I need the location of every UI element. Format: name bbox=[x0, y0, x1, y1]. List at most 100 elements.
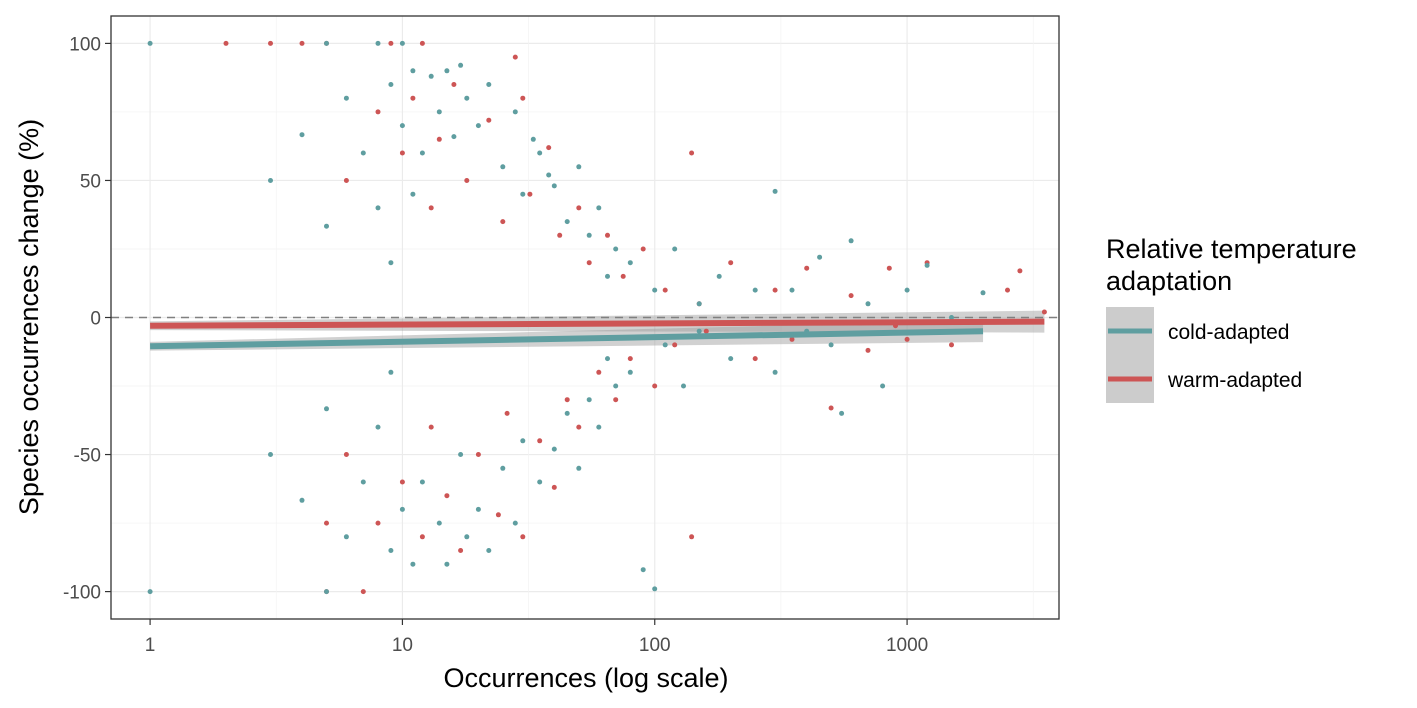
data-point-warm-adapted bbox=[375, 520, 381, 526]
data-point-warm-adapted bbox=[436, 136, 442, 142]
axis-ticks: 100 50 0 -50 -100 1 10 100 1000 bbox=[63, 34, 928, 656]
data-point-cold-adapted bbox=[752, 287, 758, 293]
data-point-warm-adapted bbox=[360, 589, 366, 595]
data-point-cold-adapted bbox=[419, 479, 425, 485]
data-point-cold-adapted bbox=[865, 301, 871, 307]
data-point-warm-adapted bbox=[546, 145, 552, 151]
data-point-warm-adapted bbox=[728, 260, 734, 266]
data-point-warm-adapted bbox=[904, 336, 910, 342]
data-point-warm-adapted bbox=[444, 493, 450, 499]
legend-title-line-1: Relative temperature bbox=[1106, 234, 1357, 264]
data-point-cold-adapted bbox=[880, 383, 886, 389]
data-point-cold-adapted bbox=[772, 369, 778, 375]
data-point-cold-adapted bbox=[399, 123, 405, 129]
data-point-warm-adapted bbox=[752, 356, 758, 362]
data-point-warm-adapted bbox=[789, 336, 795, 342]
data-point-warm-adapted bbox=[428, 424, 434, 430]
data-point-warm-adapted bbox=[419, 40, 425, 46]
data-point-warm-adapted bbox=[527, 191, 533, 197]
data-point-cold-adapted bbox=[458, 62, 464, 68]
data-point-cold-adapted bbox=[147, 589, 153, 595]
data-point-cold-adapted bbox=[360, 479, 366, 485]
data-point-cold-adapted bbox=[451, 134, 457, 140]
data-point-cold-adapted bbox=[828, 342, 834, 348]
data-point-cold-adapted bbox=[464, 95, 470, 101]
trend-line-warm-adapted bbox=[150, 318, 1045, 329]
data-point-warm-adapted bbox=[399, 150, 405, 156]
data-point-cold-adapted bbox=[681, 383, 686, 389]
data-point-cold-adapted bbox=[324, 223, 329, 229]
data-point-warm-adapted bbox=[689, 150, 695, 156]
data-point-warm-adapted bbox=[652, 383, 658, 389]
data-point-warm-adapted bbox=[475, 452, 481, 457]
data-point-warm-adapted bbox=[1017, 268, 1023, 274]
data-point-warm-adapted bbox=[949, 342, 954, 348]
trend-line-cold-adapted bbox=[150, 328, 984, 350]
data-point-cold-adapted bbox=[576, 465, 582, 471]
data-point-cold-adapted bbox=[728, 356, 734, 362]
data-point-cold-adapted bbox=[500, 465, 506, 471]
data-point-cold-adapted bbox=[613, 383, 619, 389]
data-point-cold-adapted bbox=[299, 132, 305, 138]
legend-title-line-2: adaptation bbox=[1106, 266, 1232, 296]
data-point-cold-adapted bbox=[375, 424, 381, 430]
data-point-cold-adapted bbox=[388, 548, 394, 553]
data-point-warm-adapted bbox=[640, 246, 646, 252]
data-point-warm-adapted bbox=[613, 397, 619, 403]
data-point-warm-adapted bbox=[486, 117, 492, 123]
data-point-cold-adapted bbox=[500, 164, 506, 170]
data-point-warm-adapted bbox=[551, 484, 557, 490]
data-point-cold-adapted bbox=[839, 410, 845, 416]
data-point-cold-adapted bbox=[475, 506, 481, 512]
data-point-warm-adapted bbox=[512, 54, 518, 60]
data-point-cold-adapted bbox=[564, 410, 570, 416]
y-tick-label: 100 bbox=[69, 34, 101, 55]
data-point-warm-adapted bbox=[576, 424, 582, 430]
data-point-warm-adapted bbox=[662, 287, 668, 293]
data-point-cold-adapted bbox=[410, 191, 416, 197]
data-point-cold-adapted bbox=[375, 205, 381, 211]
data-point-warm-adapted bbox=[848, 293, 854, 299]
data-point-warm-adapted bbox=[343, 178, 349, 183]
data-point-warm-adapted bbox=[576, 205, 582, 211]
data-point-warm-adapted bbox=[596, 369, 602, 375]
data-point-warm-adapted bbox=[557, 232, 563, 238]
data-point-cold-adapted bbox=[388, 369, 394, 375]
data-point-cold-adapted bbox=[324, 589, 329, 595]
data-point-cold-adapted bbox=[537, 479, 543, 485]
data-point-cold-adapted bbox=[419, 150, 425, 156]
data-point-cold-adapted bbox=[268, 178, 273, 183]
data-point-cold-adapted bbox=[949, 315, 954, 320]
data-point-warm-adapted bbox=[537, 438, 543, 444]
y-tick-label: -100 bbox=[63, 583, 101, 604]
data-point-cold-adapted bbox=[772, 188, 778, 194]
data-point-warm-adapted bbox=[703, 328, 709, 334]
data-point-cold-adapted bbox=[512, 109, 518, 115]
data-point-cold-adapted bbox=[388, 260, 394, 266]
data-point-warm-adapted bbox=[627, 356, 633, 362]
data-point-cold-adapted bbox=[613, 246, 619, 252]
data-point-cold-adapted bbox=[512, 520, 518, 526]
data-point-cold-adapted bbox=[530, 136, 536, 142]
y-tick-label: 0 bbox=[90, 309, 101, 330]
data-point-cold-adapted bbox=[596, 424, 602, 430]
y-axis-title: Species occurrences change (%) bbox=[14, 119, 44, 515]
data-point-warm-adapted bbox=[689, 534, 695, 540]
x-tick-label: 10 bbox=[392, 635, 413, 656]
data-point-cold-adapted bbox=[551, 446, 557, 452]
data-point-cold-adapted bbox=[464, 534, 470, 540]
data-point-cold-adapted bbox=[399, 40, 405, 46]
data-point-cold-adapted bbox=[388, 82, 394, 87]
data-point-cold-adapted bbox=[486, 82, 492, 87]
data-point-warm-adapted bbox=[223, 40, 229, 46]
data-point-warm-adapted bbox=[504, 410, 510, 416]
data-point-cold-adapted bbox=[924, 262, 930, 268]
data-point-cold-adapted bbox=[475, 123, 481, 129]
data-point-warm-adapted bbox=[410, 95, 416, 101]
data-point-cold-adapted bbox=[324, 406, 329, 412]
data-point-cold-adapted bbox=[399, 506, 405, 512]
data-point-cold-adapted bbox=[537, 150, 543, 156]
legend-items: cold-adapted warm-adapted bbox=[1106, 307, 1302, 403]
y-tick-label: 50 bbox=[80, 171, 101, 192]
